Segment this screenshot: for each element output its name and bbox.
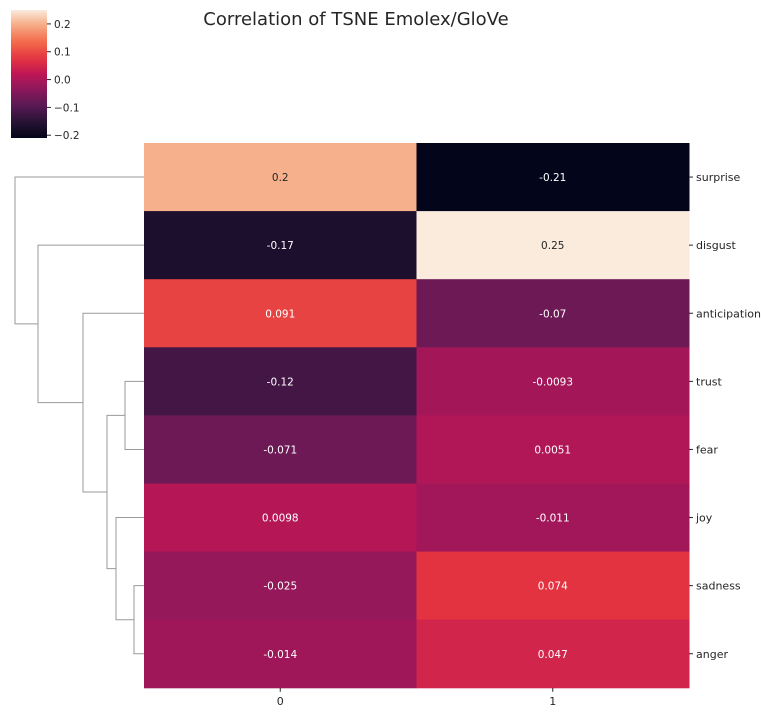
heatmap-cell-fear-0 — [144, 415, 417, 484]
colorbar: 0.2 0.1 0.0 −0.1 −0.2 — [11, 10, 80, 142]
column-label-0: 0 — [277, 695, 284, 708]
heatmap-cell-fear-1 — [416, 415, 690, 484]
cell-value-surprise-0: 0.2 — [272, 172, 289, 184]
cell-value-joy-1: -0.011 — [536, 513, 570, 525]
colorbar-tick-label-4: −0.2 — [54, 130, 80, 142]
dendrogram-link-5 — [82, 312, 144, 493]
heatmap-cell-joy-0 — [144, 483, 417, 553]
heatmap-cell-sadness-1 — [416, 551, 690, 621]
heatmap-cell-anticipation-1 — [416, 279, 690, 348]
cell-value-anger-1: 0.047 — [538, 649, 568, 661]
dendrogram-link-1 — [133, 585, 144, 655]
cell-value-trust-1: -0.0093 — [532, 376, 573, 388]
row-label-sadness: sadness — [696, 580, 741, 593]
row-labels: surprise disgust anticipation trust fear joy s… — [689, 171, 761, 661]
heatmap-cell-trust-0 — [144, 347, 417, 416]
column-label-1: 1 — [549, 695, 556, 708]
cell-value-disgust-0: -0.17 — [267, 240, 294, 252]
colorbar-gradient — [11, 10, 47, 138]
heatmap-cell-joy-1 — [416, 483, 690, 553]
colorbar-tick-label-1: 0.1 — [54, 47, 71, 59]
row-label-surprise: surprise — [696, 171, 741, 184]
dendrogram-link-3 — [115, 517, 144, 621]
heatmap-cell-anger-0 — [144, 619, 417, 689]
row-label-anticipation: anticipation — [696, 307, 761, 320]
heatmap-cell-surprise-1 — [416, 143, 690, 212]
cell-value-sadness-0: -0.025 — [263, 581, 297, 593]
colorbar-tick-label-2: 0.0 — [54, 75, 71, 87]
cell-value-sadness-1: 0.074 — [538, 581, 568, 593]
heatmap-cell-anger-1 — [416, 619, 690, 689]
row-label-anger: anger — [696, 648, 728, 661]
cell-value-surprise-1: -0.21 — [539, 172, 566, 184]
cell-value-anticipation-0: 0.091 — [265, 308, 295, 320]
heatmap-cell-trust-1 — [416, 347, 690, 416]
heatmap-cell-disgust-1 — [416, 211, 690, 280]
colorbar-tick-label-0: 0.2 — [54, 19, 71, 31]
heatmap-cell-sadness-0 — [144, 551, 417, 621]
cell-value-fear-0: -0.071 — [263, 444, 297, 456]
dendrogram-link-6 — [37, 244, 144, 404]
cell-value-disgust-1: 0.25 — [541, 240, 564, 252]
cell-value-anger-0: -0.014 — [263, 649, 297, 661]
colorbar-tick-label-3: −0.1 — [54, 102, 80, 114]
row-dendrogram — [14, 176, 144, 655]
cell-value-joy-0: 0.0098 — [262, 513, 299, 525]
heatmap-cell-surprise-0 — [144, 143, 417, 212]
row-label-trust: trust — [696, 375, 723, 388]
row-label-fear: fear — [696, 443, 718, 456]
dendrogram-link-7 — [14, 176, 144, 325]
cell-value-anticipation-1: -0.07 — [539, 308, 566, 320]
heatmap-cell-disgust-0 — [144, 211, 417, 280]
row-label-disgust: disgust — [696, 239, 736, 252]
heatmap-cell-anticipation-0 — [144, 279, 417, 348]
dendrogram-link-2 — [124, 380, 144, 450]
chart-title: Correlation of TSNE Emolex/GloVe — [203, 9, 508, 30]
cell-value-fear-1: 0.0051 — [534, 444, 571, 456]
row-label-joy: joy — [695, 512, 713, 525]
cell-value-trust-0: -0.12 — [267, 376, 294, 388]
heatmap: 0.2 -0.21 -0.17 0.25 0.091 -0.07 -0.12 -0.0093 -… — [144, 143, 690, 689]
